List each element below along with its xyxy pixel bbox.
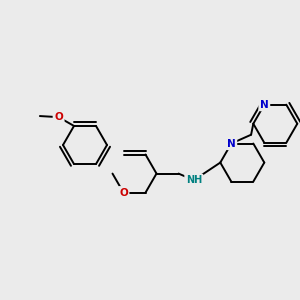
Text: O: O	[119, 188, 128, 198]
Text: N: N	[260, 100, 269, 110]
Text: O: O	[54, 112, 63, 122]
Text: NH: NH	[186, 175, 202, 185]
Text: N: N	[227, 139, 236, 148]
